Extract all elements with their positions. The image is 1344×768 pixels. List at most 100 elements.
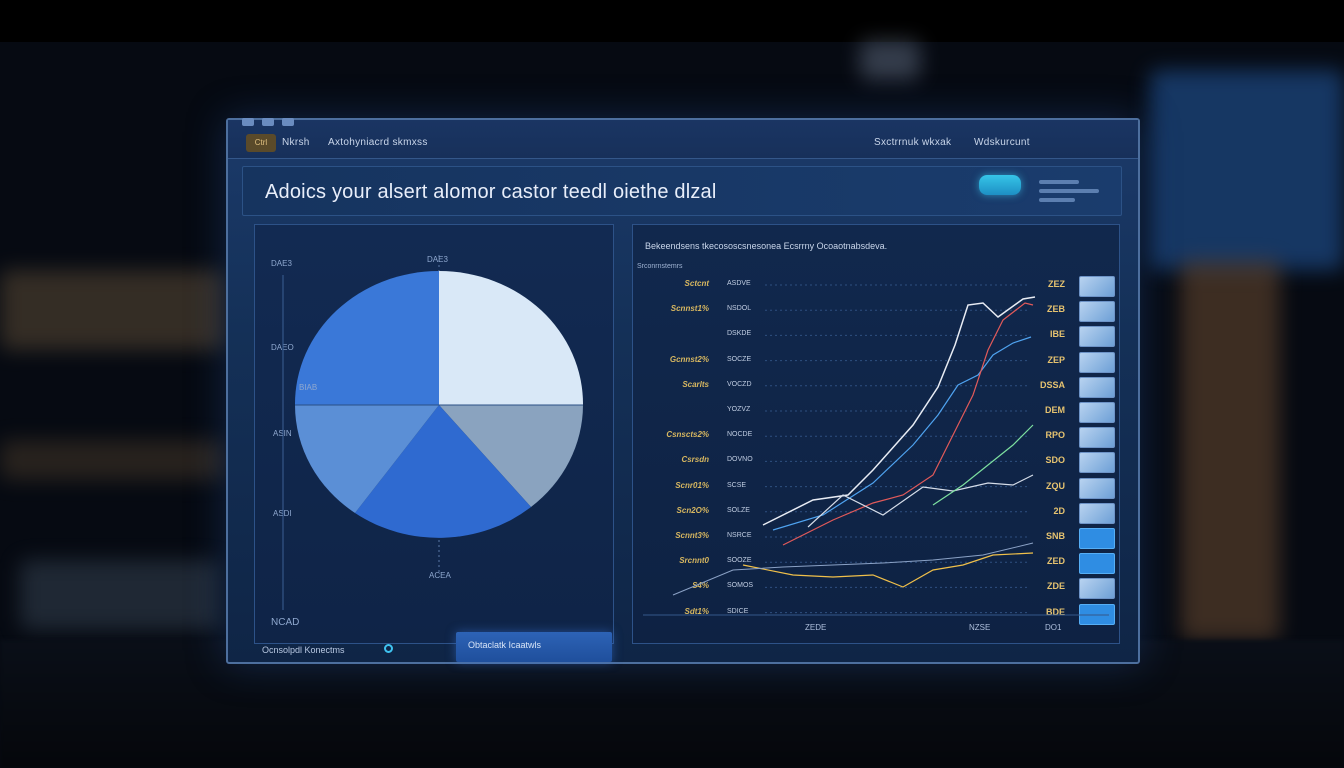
row-thumbnail[interactable] [1079,351,1115,373]
row-label: Csrsdn [681,455,709,465]
header-action-button[interactable] [979,175,1021,195]
dashboard-window: Ctrl Nkrsh Axtohyniacrd skmxss Sxctrrnuk… [226,118,1140,664]
page-title: Adoics your alsert alomor castor teedl o… [265,181,717,203]
chrome-icon-3[interactable] [282,118,294,126]
header-meta-block [1039,175,1115,209]
series-line-green[interactable] [932,424,1034,506]
row-value: IBE [1049,329,1065,340]
series-line-white[interactable] [762,296,1036,526]
row-label: Srcnnt0 [679,556,709,566]
pie-chart-panel: DAE3 DAEO ASIN ASDI NCAD DAE3 BIAB ACEA [254,224,614,644]
top-right-link-1[interactable]: Sxctrrnuk wkxak [874,137,952,148]
window-chrome-icons [242,118,294,126]
row-thumbnail[interactable] [1079,402,1115,423]
pie-top-label: DAE3 [427,255,448,264]
pie-axis-tick: DAEO [271,343,294,352]
row-thumbnail[interactable] [1079,477,1115,499]
row-thumbnail[interactable] [1079,553,1115,575]
footer-label: Ocnsolpdl Konectms [262,645,345,655]
row-code: DSKDE [727,330,752,338]
row-thumbnail[interactable] [1079,578,1115,600]
footer-tab[interactable]: Obtaclatk Icaatwls [456,632,612,662]
row-value: ZEB [1047,304,1065,315]
top-right-link-2[interactable]: Wdskurcunt [974,137,1030,148]
pie-slice-b[interactable] [439,271,584,405]
chrome-icon-1[interactable] [242,118,254,126]
series-line-blue[interactable] [772,336,1032,531]
series-line-red[interactable] [782,302,1034,546]
row-thumbnail[interactable] [1079,502,1115,524]
row-label: Scn2O% [676,505,709,515]
pie-slice-e[interactable] [295,405,439,513]
row-label: Scnr01% [675,480,709,490]
row-code: SOLZE [727,506,750,514]
row-label: Csnscts2% [666,430,709,440]
row-value: ZQU [1046,480,1065,491]
row-value: DEM [1045,405,1065,415]
row-value: RPO [1045,430,1065,441]
background-pillar-right [1180,260,1280,640]
row-value: 2D [1053,505,1065,516]
background-desk-left [20,560,220,630]
x-tick-label: ZEDE [805,623,827,632]
row-thumbnail[interactable] [1079,427,1115,449]
row-value: SNB [1045,531,1065,541]
row-thumbnail[interactable] [1079,528,1115,549]
row-thumbnail[interactable] [1079,301,1115,323]
row-code: DOVNO [727,456,753,464]
row-thumbnail[interactable] [1079,376,1115,398]
row-value: ZDE [1047,581,1065,592]
tab-secondary[interactable]: Axtohyniacrd skmxss [328,137,428,148]
row-code: NSRCE [727,532,752,539]
line-chart-subtitle: Srconrnstemrs [637,263,683,270]
background-top-band [0,0,1344,42]
tab-main[interactable]: Nkrsh [282,137,310,148]
pie-bottom-label: ACEA [429,571,451,580]
series-line-white-2[interactable] [807,474,1034,528]
background-window-right [1150,70,1344,270]
row-code: SOMOS [727,582,754,590]
line-chart-svg [643,284,1109,616]
row-thumbnail[interactable] [1079,276,1115,297]
row-thumbnail[interactable] [1079,326,1115,348]
background-lamp [860,40,920,80]
row-value: ZED [1047,556,1065,567]
line-chart-panel: Bekeendsens tkecososcsnesonea Ecsrrny Oc… [632,224,1120,644]
row-value: DSSA [1039,379,1065,390]
series-line-grey[interactable] [672,542,1034,596]
row-label: Scarlts [682,379,709,389]
series-line-yellow[interactable] [742,552,1034,588]
x-tick-label: DO1 [1045,623,1062,632]
line-chart-gridlines [765,284,1029,614]
pie-axis-tick: NCAD [271,617,300,628]
row-code: SOOZE [727,557,752,565]
pie-slice-c[interactable] [439,405,583,507]
pie-axis-tick: ASIN [273,429,292,438]
row-code: NOCDE [727,431,753,439]
row-value: SDO [1045,455,1065,466]
page-header: Adoics your alsert alomor castor teedl o… [242,166,1122,216]
window-top-bar: Ctrl Nkrsh Axtohyniacrd skmxss Sxctrrnuk… [228,118,1138,159]
chrome-icon-2[interactable] [262,118,274,126]
background-shelf-left-2 [0,440,225,480]
pie-axis-tick: DAE3 [271,259,292,268]
pie-slice-a[interactable] [294,271,439,405]
footer-tab-label: Obtaclatk Icaatwls [468,640,542,650]
row-thumbnail[interactable] [1079,452,1115,474]
row-label: Gcnnst2% [669,354,709,364]
row-value: BDE [1045,606,1065,617]
row-code: NSDOL [727,305,752,313]
pie-slice-d[interactable] [355,405,531,538]
row-label: S4% [692,581,709,591]
row-value: ZEP [1047,354,1065,365]
row-code: SOCZE [727,355,752,363]
tab-badge[interactable]: Ctrl [246,134,276,152]
row-label: Scnnt3% [675,531,709,540]
row-code: VOCZD [727,380,752,388]
background-shelf-left [0,270,225,350]
row-code: YOZVZ [727,406,751,413]
footer-status-icon[interactable] [384,644,393,653]
row-code: SDICE [727,607,749,615]
row-value: ZEZ [1048,279,1065,289]
row-thumbnail[interactable] [1079,603,1115,625]
